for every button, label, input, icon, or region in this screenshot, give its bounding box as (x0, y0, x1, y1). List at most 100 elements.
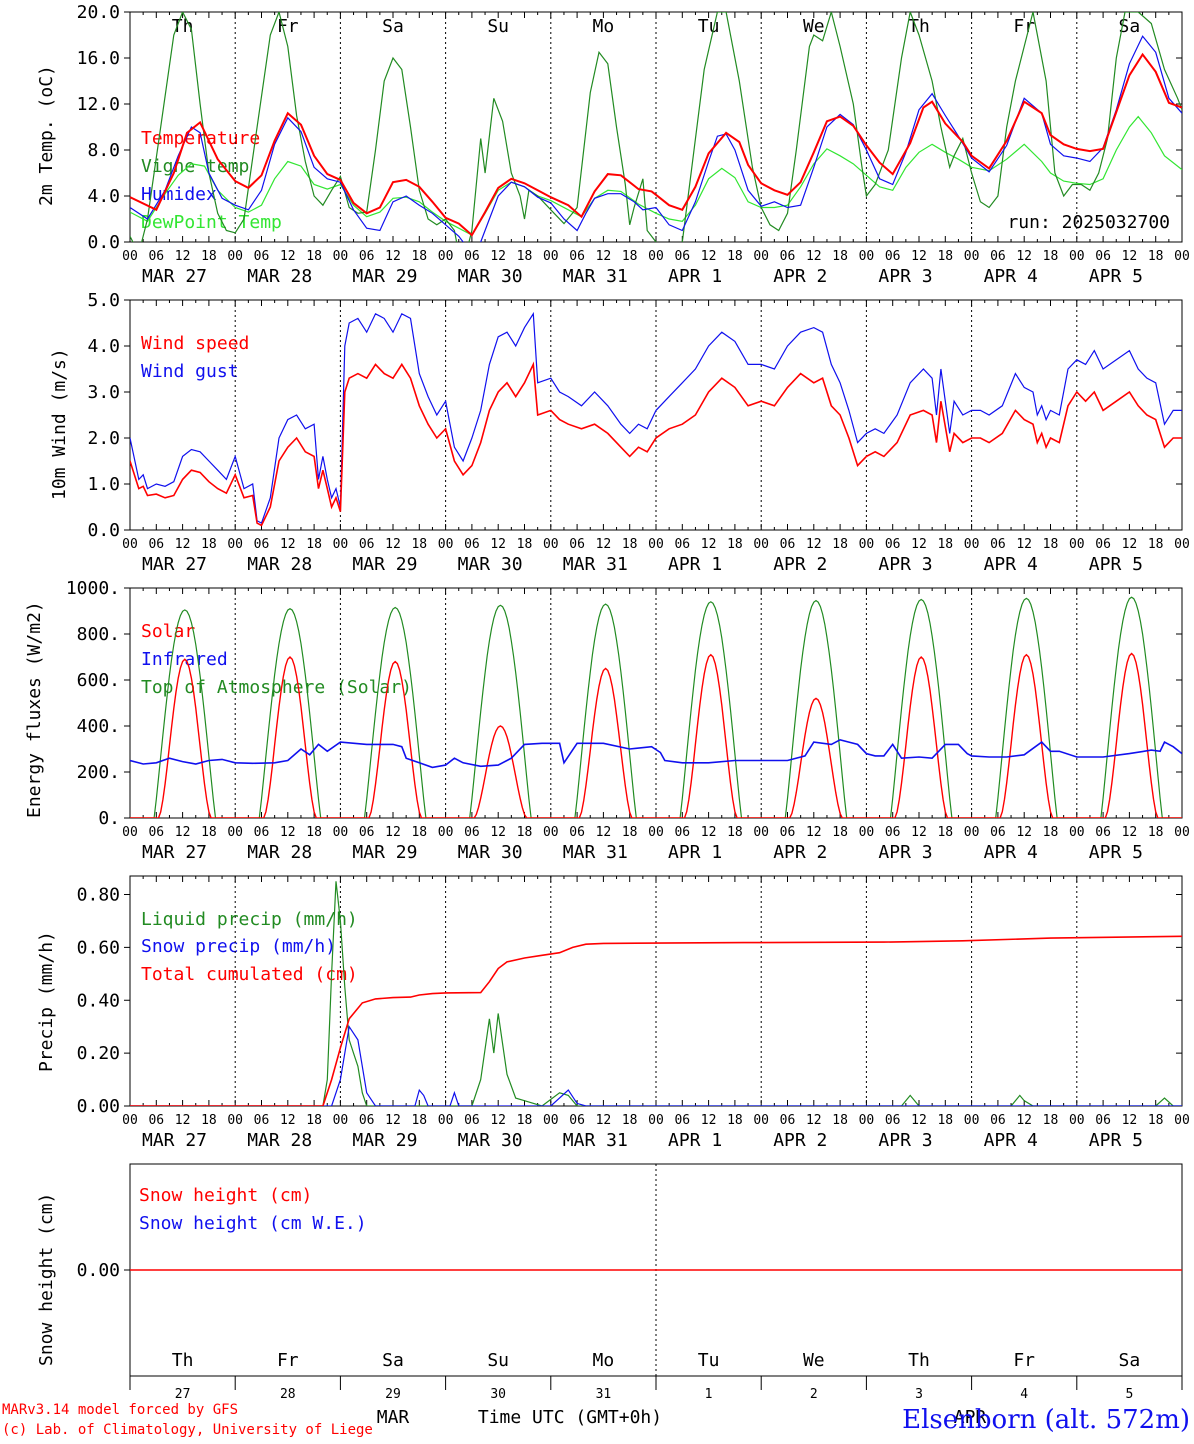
hour-tick-label: 18 (1148, 825, 1164, 840)
hour-tick-label: 06 (359, 249, 375, 264)
date-label: APR 5 (1089, 266, 1143, 287)
hour-tick-label: 06 (1095, 1113, 1111, 1128)
hour-tick-label: 18 (832, 825, 848, 840)
wind-series-line (130, 361, 1182, 527)
hour-tick-label: 00 (859, 249, 875, 264)
hour-tick-label: 00 (753, 1113, 769, 1128)
hour-tick-label: 06 (464, 825, 480, 840)
y-tick-label: 16.0 (77, 48, 120, 69)
weekday-label: Fr (277, 1350, 299, 1371)
date-label: MAR 27 (142, 266, 207, 287)
precip-series-line (130, 881, 1182, 1106)
hour-tick-label: 00 (859, 537, 875, 552)
temp-series-line (130, 52, 1182, 237)
hour-tick-label: 06 (885, 249, 901, 264)
hour-tick-label: 06 (569, 1113, 585, 1128)
hour-tick-label: 06 (674, 1113, 690, 1128)
y-tick-label: 0.00 (77, 1096, 120, 1117)
weekday-label: Tu (698, 16, 720, 37)
legend-temp: Temperature Vigne temp Humidex DewPoint … (141, 128, 282, 233)
precip-series-line (130, 1025, 1182, 1106)
hour-tick-label: 06 (148, 249, 164, 264)
weekday-label: Th (172, 16, 194, 37)
hour-tick-label: 06 (359, 1113, 375, 1128)
hour-tick-label: 18 (622, 1113, 638, 1128)
hour-tick-label: 06 (674, 537, 690, 552)
hour-tick-label: 18 (1148, 1113, 1164, 1128)
hour-tick-label: 06 (464, 249, 480, 264)
hour-tick-label: 06 (148, 825, 164, 840)
hour-tick-label: 00 (964, 537, 980, 552)
hour-tick-label: 06 (464, 1113, 480, 1128)
y-tick-label: 800. (77, 624, 120, 645)
hour-tick-label: 06 (780, 537, 796, 552)
hour-tick-label: 00 (1174, 537, 1190, 552)
hour-tick-label: 12 (385, 249, 401, 264)
ylabel-snow: Snow height (cm) (36, 1193, 57, 1366)
hour-tick-label: 12 (175, 537, 191, 552)
hour-tick-label: 00 (753, 537, 769, 552)
legend-snow: Snow height (cm) Snow height (cm W.E.) (139, 1185, 367, 1234)
y-tick-label: 0.80 (77, 885, 120, 906)
hour-tick-label: 18 (306, 537, 322, 552)
date-label: APR 5 (1089, 1130, 1143, 1151)
date-label: MAR 30 (458, 1130, 523, 1151)
hour-tick-label: 18 (517, 537, 533, 552)
date-label: APR 3 (878, 554, 932, 575)
hour-tick-label: 12 (701, 537, 717, 552)
hour-tick-label: 06 (674, 249, 690, 264)
hour-tick-label: 00 (438, 537, 454, 552)
date-label: APR 1 (668, 842, 722, 863)
hour-tick-label: 18 (622, 249, 638, 264)
hour-tick-label: 00 (543, 825, 559, 840)
legend-wind: Wind speed Wind gust (141, 333, 249, 382)
hour-tick-label: 18 (832, 249, 848, 264)
date-label: APR 2 (773, 1130, 827, 1151)
month-mar: MAR (377, 1407, 410, 1428)
y-tick-label: 12.0 (77, 94, 120, 115)
time-axis-label: Time UTC (GMT+0h) (478, 1407, 662, 1428)
hour-tick-label: 12 (1122, 825, 1138, 840)
weekday-label: Su (487, 1350, 509, 1371)
hour-tick-label: 18 (306, 1113, 322, 1128)
weekday-label: Sa (1119, 1350, 1141, 1371)
weekday-label: Tu (698, 1350, 720, 1371)
legend-solar: Solar (141, 621, 195, 642)
legend-snow-cm: Snow height (cm) (139, 1185, 312, 1206)
hour-tick-label: 00 (438, 825, 454, 840)
hour-tick-label: 12 (385, 1113, 401, 1128)
run-annotation: run: 2025032700 (1007, 212, 1170, 233)
hour-tick-label: 06 (359, 537, 375, 552)
hour-tick-label: 00 (333, 537, 349, 552)
hour-tick-label: 00 (227, 1113, 243, 1128)
toa-series-line (130, 596, 1182, 818)
hour-tick-label: 00 (648, 825, 664, 840)
chart-dynamic-layer: 00 06 12 18 00 06 12 18 00 06 12 18 00 06 12 18 00 06 12 18… (66, 2, 1190, 1402)
hour-tick-label: 06 (780, 825, 796, 840)
weekday-label: Sa (1119, 16, 1141, 37)
hour-tick-label: 00 (859, 825, 875, 840)
day-number: 29 (385, 1387, 401, 1402)
hour-tick-label: 00 (753, 249, 769, 264)
hour-tick-label: 12 (1016, 825, 1032, 840)
credit-line-1: MARv3.14 model forced by GFS (2, 1402, 238, 1418)
date-label: MAR 27 (142, 1130, 207, 1151)
day-number: 28 (280, 1387, 296, 1402)
hour-tick-label: 12 (1122, 537, 1138, 552)
hour-tick-label: 06 (990, 825, 1006, 840)
hour-tick-label: 00 (333, 1113, 349, 1128)
hour-tick-label: 00 (122, 249, 138, 264)
hour-tick-label: 06 (464, 537, 480, 552)
day-number: 2 (810, 1387, 818, 1402)
legend-temperature: Temperature (141, 128, 260, 149)
hour-tick-label: 12 (701, 1113, 717, 1128)
date-label: APR 4 (984, 842, 1038, 863)
hour-tick-label: 00 (227, 825, 243, 840)
date-label: APR 2 (773, 842, 827, 863)
date-label: MAR 28 (247, 554, 312, 575)
y-tick-label: 0.0 (87, 520, 120, 541)
hour-tick-label: 06 (359, 825, 375, 840)
hour-tick-label: 18 (622, 825, 638, 840)
hour-tick-label: 18 (1043, 249, 1059, 264)
hour-tick-label: 00 (648, 249, 664, 264)
